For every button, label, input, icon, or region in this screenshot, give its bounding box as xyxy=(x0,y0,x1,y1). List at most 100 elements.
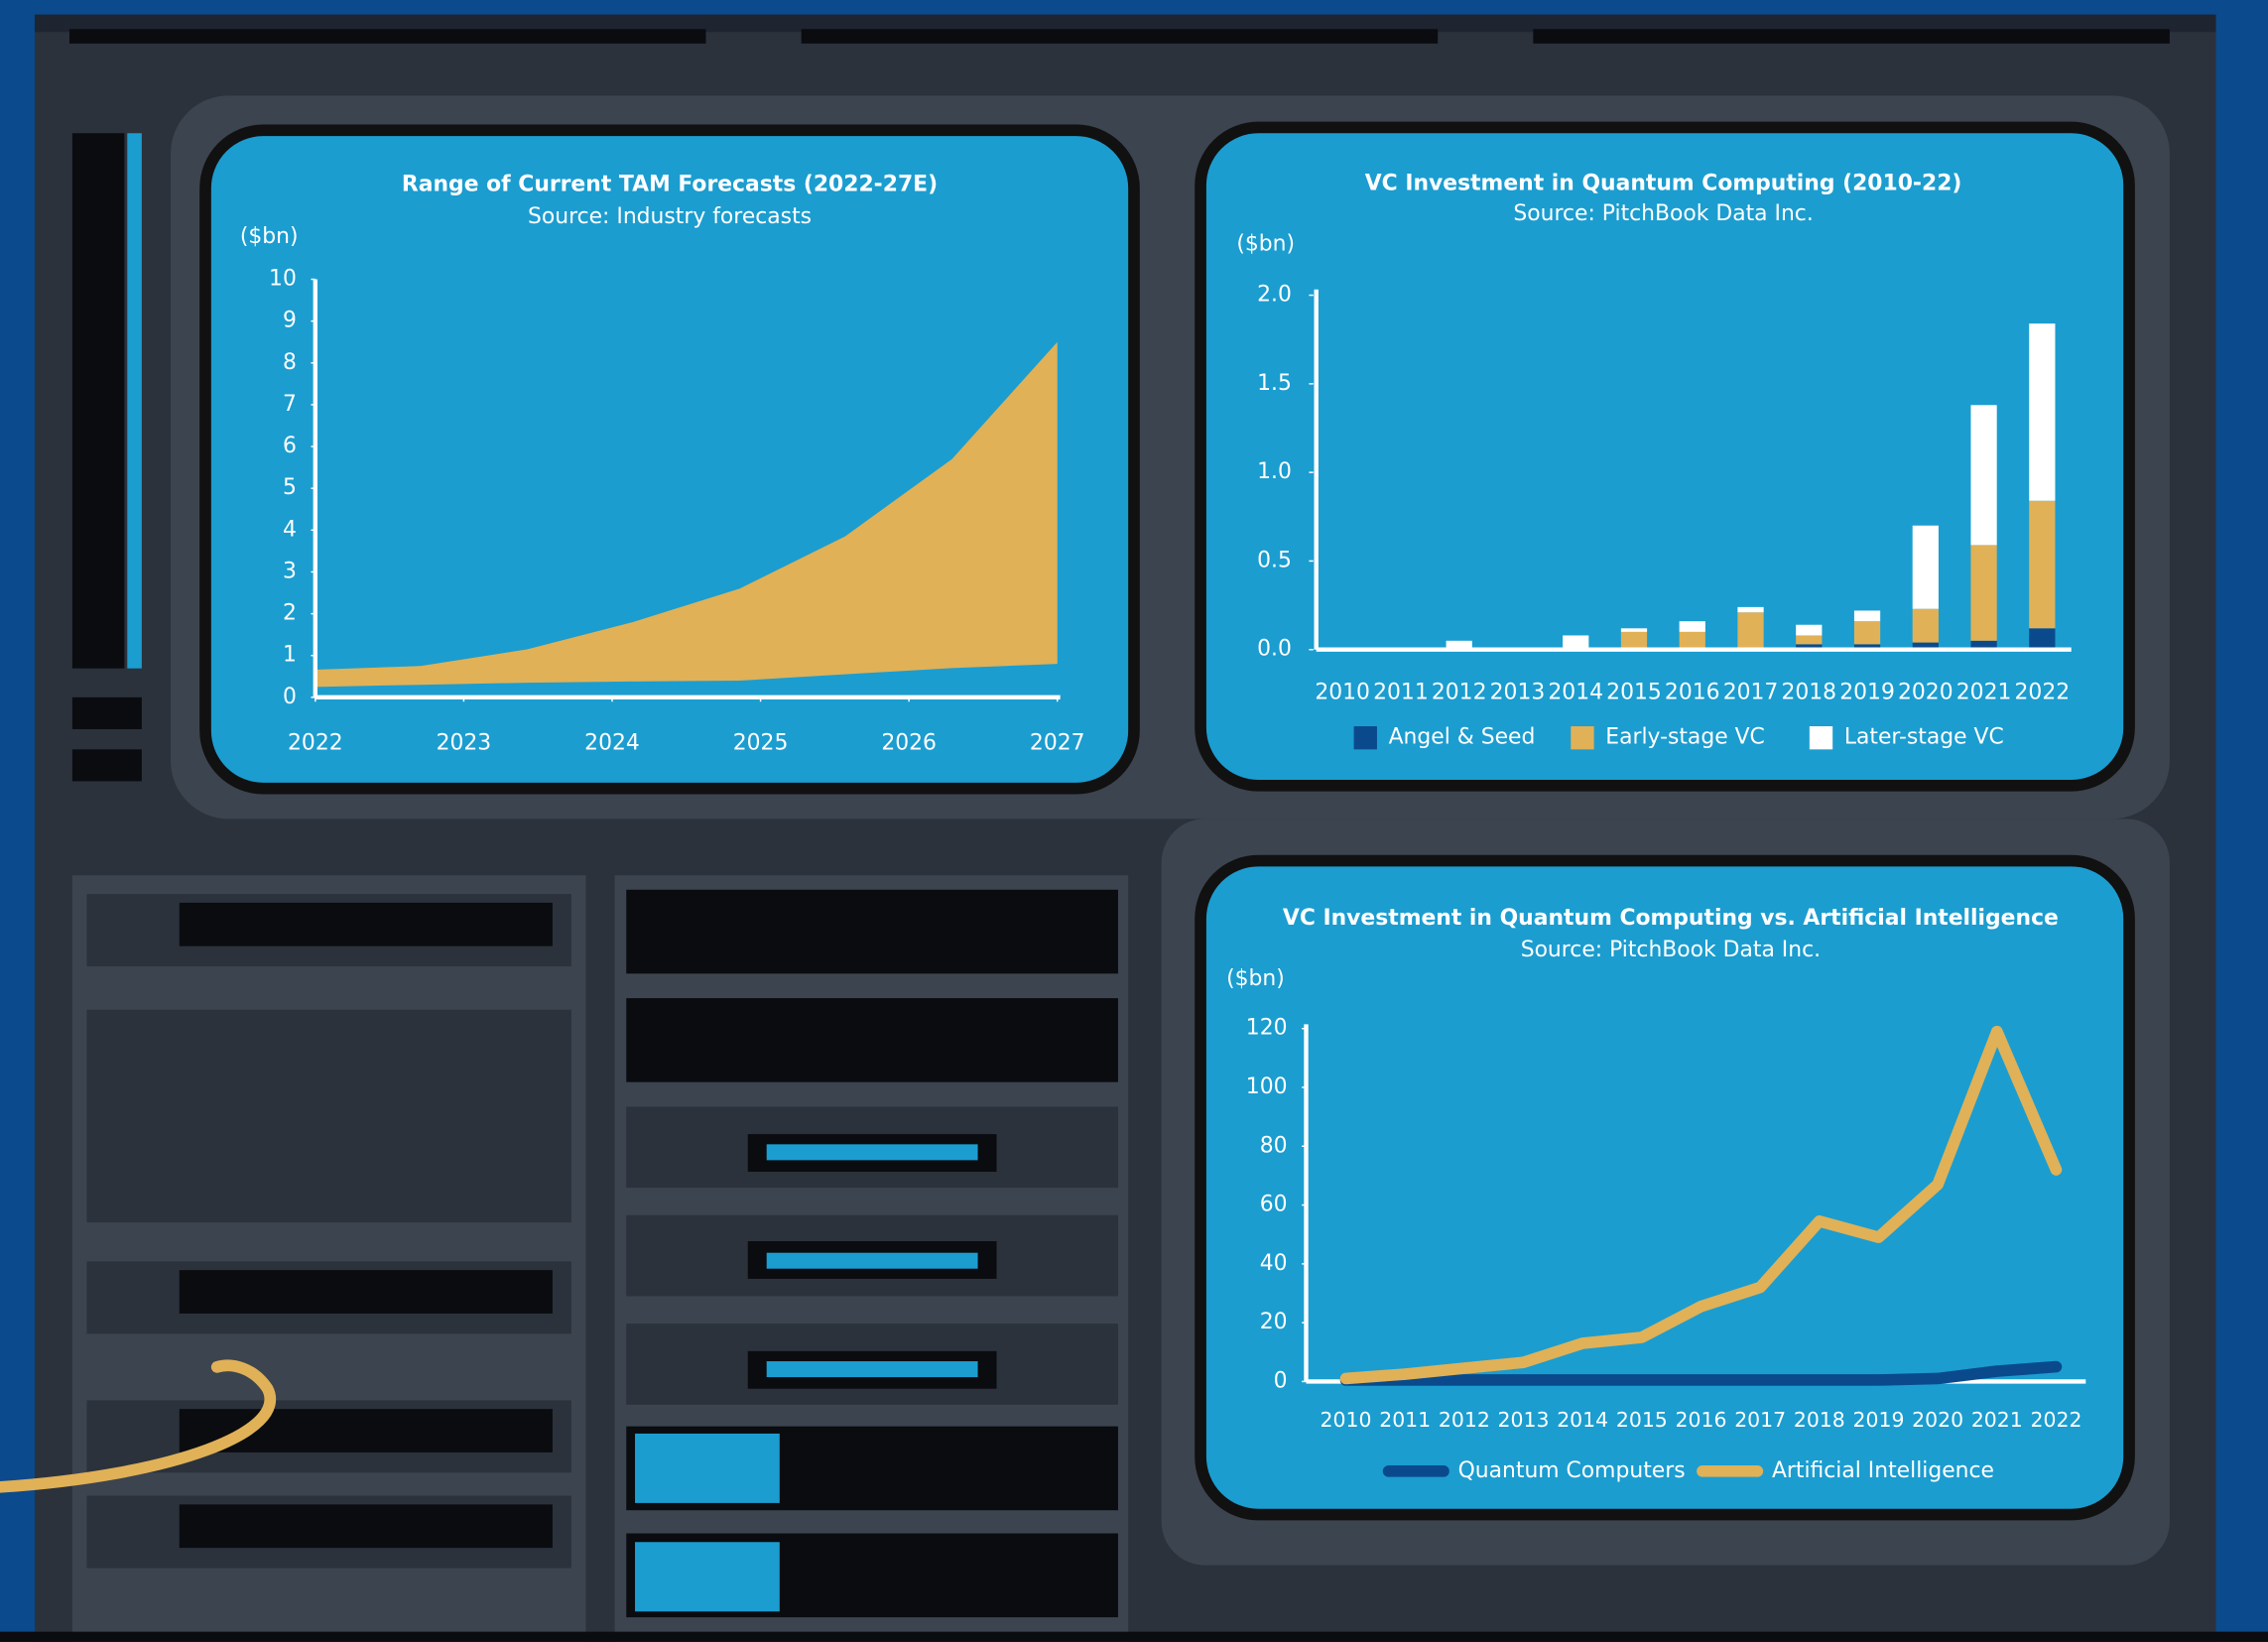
x-tick-label: 2016 xyxy=(1665,680,1720,704)
vent xyxy=(68,29,706,44)
x-tick-label: 2021 xyxy=(1971,1408,2023,1432)
legend-swatch xyxy=(1571,726,1594,750)
x-tick-label: 2016 xyxy=(1676,1408,1727,1432)
y-tick-label: 1 xyxy=(283,643,297,668)
y-tick-label: 60 xyxy=(1260,1193,1288,1217)
bar-segment xyxy=(1563,635,1589,650)
bar-segment xyxy=(1912,608,1939,643)
chart-subtitle: Source: Industry forecasts xyxy=(528,204,812,229)
x-tick-label: 2021 xyxy=(1956,680,2012,704)
x-tick-label: 2024 xyxy=(584,731,640,756)
bar-segment xyxy=(1446,640,1472,650)
chart-title: VC Investment in Quantum Computing vs. A… xyxy=(1283,906,2059,931)
legend-swatch xyxy=(1809,726,1833,750)
rack-display xyxy=(179,902,553,947)
legend-label: Quantum Computers xyxy=(1458,1458,1686,1483)
y-tick-label: 1.5 xyxy=(1257,371,1292,396)
x-tick-label: 2012 xyxy=(1432,680,1487,704)
legend-swatch xyxy=(1353,726,1377,750)
y-tick-label: 5 xyxy=(283,475,297,500)
y-tick-label: 100 xyxy=(1246,1074,1288,1099)
x-tick-label: 2018 xyxy=(1794,1408,1845,1432)
y-axis-label: ($bn) xyxy=(1226,966,1285,991)
x-tick-label: 2015 xyxy=(1616,1408,1668,1432)
bar-segment xyxy=(2029,628,2056,650)
y-tick-label: 0 xyxy=(1274,1368,1288,1393)
drive-light xyxy=(766,1252,978,1269)
rack-display xyxy=(179,1409,553,1453)
storage-light xyxy=(635,1542,780,1612)
y-axis-label: ($bn) xyxy=(1236,232,1295,257)
y-tick-label: 2.0 xyxy=(1257,283,1292,308)
chart-subtitle: Source: PitchBook Data Inc. xyxy=(1513,201,1813,226)
chart-title: Range of Current TAM Forecasts (2022-27E… xyxy=(402,173,938,197)
legend-label: Later-stage VC xyxy=(1844,725,2004,750)
bar-segment xyxy=(1679,631,1705,650)
bar-segment xyxy=(1853,610,1881,622)
floor xyxy=(0,1631,2268,1642)
y-tick-label: 6 xyxy=(283,434,297,458)
side-lights xyxy=(127,133,142,669)
bar-segment xyxy=(1912,525,1939,609)
vent-unit xyxy=(626,998,1118,1082)
bar-segment xyxy=(1796,644,1823,650)
y-tick-label: 3 xyxy=(283,559,297,583)
bar-segment xyxy=(1620,631,1648,650)
storage-light xyxy=(635,1433,780,1503)
y-tick-label: 0.5 xyxy=(1257,548,1292,572)
x-tick-label: 2026 xyxy=(881,731,937,756)
x-tick-label: 2025 xyxy=(733,731,789,756)
panel xyxy=(1195,854,2135,1521)
x-tick-label: 2019 xyxy=(1853,1408,1905,1432)
x-tick-label: 2020 xyxy=(1912,1408,1963,1432)
y-tick-label: 120 xyxy=(1246,1016,1288,1041)
x-tick-label: 2022 xyxy=(2015,680,2071,704)
rack-display xyxy=(179,1504,553,1549)
x-tick-label: 2013 xyxy=(1498,1408,1550,1432)
bar-segment xyxy=(1620,628,1648,632)
x-tick-label: 2019 xyxy=(1839,680,1895,704)
forecast-range xyxy=(315,341,1058,688)
x-tick-label: 2013 xyxy=(1490,680,1546,704)
x-tick-label: 2014 xyxy=(1557,1408,1608,1432)
bar-segment xyxy=(1796,624,1823,636)
rack-unit xyxy=(86,1009,571,1223)
vent xyxy=(801,29,1439,44)
rack-display xyxy=(179,1270,553,1314)
bar-segment xyxy=(1970,640,1997,650)
y-tick-label: 0.0 xyxy=(1257,637,1292,662)
x-tick-label: 2010 xyxy=(1321,1408,1372,1432)
y-tick-label: 20 xyxy=(1260,1310,1288,1334)
legend-label: Early-stage VC xyxy=(1605,725,1765,750)
y-tick-label: 2 xyxy=(283,601,297,626)
bar-segment xyxy=(2029,500,2056,629)
x-tick-label: 2022 xyxy=(288,731,343,756)
x-tick-label: 2027 xyxy=(1030,731,1085,756)
x-tick-label: 2018 xyxy=(1781,680,1836,704)
chart-subtitle: Source: PitchBook Data Inc. xyxy=(1521,938,1821,962)
legend-label: Angel & Seed xyxy=(1389,725,1536,750)
legend-label: Artificial Intelligence xyxy=(1772,1458,1994,1483)
drive-light xyxy=(766,1144,978,1161)
bar-segment xyxy=(1912,642,1939,650)
x-tick-label: 2014 xyxy=(1548,680,1603,704)
bar-segment xyxy=(1853,644,1881,650)
y-tick-label: 40 xyxy=(1260,1251,1288,1276)
y-tick-label: 10 xyxy=(269,267,297,292)
side-slot xyxy=(71,696,142,729)
x-tick-label: 2022 xyxy=(2031,1408,2082,1432)
bar-segment xyxy=(1970,545,1997,641)
cable xyxy=(0,1359,276,1493)
vent-unit xyxy=(626,889,1118,974)
bar-segment xyxy=(2029,323,2056,501)
x-tick-label: 2017 xyxy=(1734,1408,1786,1432)
y-tick-label: 7 xyxy=(283,392,297,417)
vent xyxy=(1533,29,2170,44)
x-tick-label: 2010 xyxy=(1315,680,1370,704)
y-tick-label: 8 xyxy=(283,350,297,375)
x-tick-label: 2017 xyxy=(1723,680,1779,704)
y-tick-label: 0 xyxy=(283,685,297,709)
panel xyxy=(1195,121,2135,792)
